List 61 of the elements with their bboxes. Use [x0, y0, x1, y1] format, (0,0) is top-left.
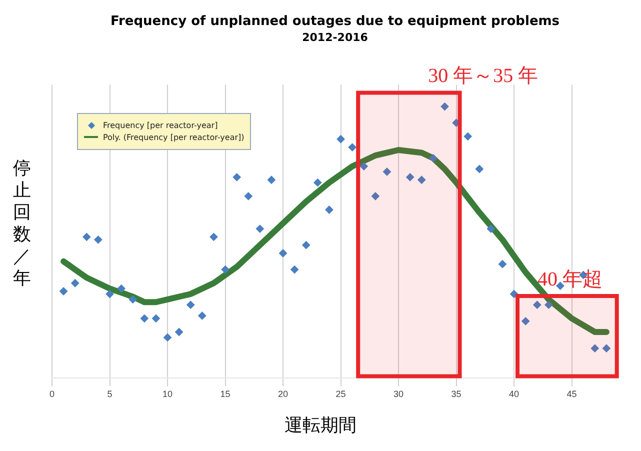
- point: [267, 176, 276, 184]
- x-tick-label: 45: [566, 389, 577, 400]
- point: [486, 224, 495, 233]
- point: [232, 173, 241, 182]
- point: [348, 143, 356, 152]
- point: [510, 290, 518, 298]
- x-tick-label: 40: [509, 389, 520, 400]
- point: [371, 192, 380, 200]
- point: [602, 344, 610, 352]
- legend-label: Frequency [per reactor-year]: [103, 120, 218, 130]
- point: [82, 232, 91, 241]
- point: [117, 284, 126, 293]
- point: [440, 102, 449, 111]
- x-tick-label: 5: [107, 389, 112, 400]
- x-tick-label: 10: [162, 389, 173, 400]
- x-axis-title: 運転期間: [284, 414, 358, 437]
- x-tick-label: 35: [451, 389, 462, 400]
- point: [325, 206, 334, 214]
- point: [164, 333, 172, 342]
- point: [382, 168, 391, 176]
- point: [279, 249, 288, 258]
- band-label: 30 年～35 年: [428, 65, 538, 88]
- point: [590, 344, 599, 352]
- point: [522, 317, 530, 326]
- x-tick-label: 0: [49, 389, 55, 400]
- point: [533, 300, 542, 309]
- chart-title: Frequency of unplanned outages due to equipment problems: [110, 14, 560, 30]
- point: [94, 236, 102, 244]
- point: [198, 312, 206, 320]
- point: [544, 300, 553, 309]
- point: [360, 162, 368, 170]
- point: [302, 241, 310, 250]
- chart-subtitle: 2012-2016: [302, 31, 368, 44]
- x-tick-label: 20: [278, 389, 288, 400]
- point: [336, 135, 345, 144]
- point: [221, 266, 230, 274]
- point: [429, 154, 438, 162]
- point: [406, 173, 414, 182]
- x-tick-label: 15: [220, 389, 230, 400]
- y-axis-title: 停止回数／年: [12, 158, 32, 290]
- point: [256, 224, 264, 233]
- point: [418, 176, 426, 184]
- legend-label: Poly. (Frequency [per reactor-year]): [103, 132, 244, 142]
- point: [186, 300, 195, 309]
- point: [175, 328, 184, 336]
- point: [475, 165, 484, 174]
- point: [106, 290, 114, 298]
- point: [244, 192, 252, 200]
- point: [498, 260, 506, 268]
- x-tick-label: 30: [394, 389, 404, 400]
- x-tick-label: 25: [336, 389, 346, 400]
- band-label: 40 年超: [538, 268, 603, 290]
- point: [210, 232, 218, 241]
- point: [314, 178, 322, 187]
- point: [140, 314, 148, 322]
- point: [464, 132, 472, 140]
- point: [152, 314, 160, 322]
- point: [60, 287, 68, 296]
- point: [290, 266, 299, 274]
- point: [71, 279, 80, 288]
- point: [128, 295, 137, 304]
